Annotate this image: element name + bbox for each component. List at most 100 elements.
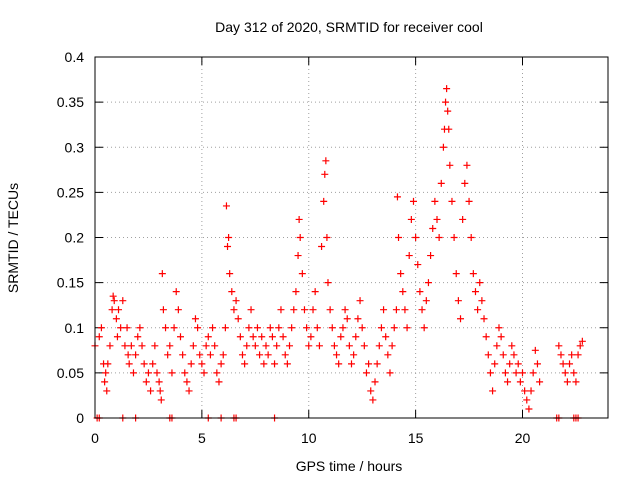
data-point bbox=[225, 234, 233, 241]
data-point bbox=[318, 243, 326, 251]
data-point bbox=[348, 360, 355, 368]
y-tick-label: 0.15 bbox=[57, 275, 84, 291]
data-point bbox=[181, 369, 189, 377]
x-tick-label: 20 bbox=[515, 430, 531, 446]
data-point bbox=[260, 360, 268, 368]
data-point bbox=[191, 315, 199, 323]
data-point bbox=[570, 369, 578, 377]
data-point bbox=[162, 324, 170, 332]
x-tick-label: 0 bbox=[91, 430, 99, 446]
data-point bbox=[525, 405, 533, 413]
data-point bbox=[224, 243, 232, 251]
data-point bbox=[360, 342, 368, 350]
x-axis-label: GPS time / hours bbox=[296, 458, 403, 474]
data-point bbox=[288, 324, 296, 332]
data-point bbox=[512, 369, 520, 377]
data-point bbox=[463, 161, 471, 169]
data-point bbox=[433, 215, 441, 223]
data-point bbox=[399, 288, 407, 296]
data-point bbox=[140, 360, 148, 368]
data-point bbox=[416, 288, 424, 296]
data-point bbox=[321, 170, 329, 178]
data-point bbox=[95, 333, 103, 341]
plot-frame bbox=[94, 56, 609, 419]
data-point bbox=[339, 324, 347, 332]
data-point bbox=[155, 378, 163, 386]
data-point bbox=[119, 297, 127, 305]
data-point bbox=[147, 387, 155, 395]
data-point bbox=[343, 315, 351, 323]
data-point bbox=[371, 378, 379, 386]
data-point bbox=[179, 351, 187, 359]
data-point bbox=[328, 324, 336, 332]
data-point bbox=[315, 342, 323, 350]
x-tick-label: 10 bbox=[301, 430, 317, 446]
x-tick-label: 15 bbox=[408, 430, 424, 446]
data-point bbox=[226, 270, 234, 278]
data-point bbox=[112, 315, 120, 323]
data-point bbox=[446, 161, 454, 169]
y-tick-label: 0 bbox=[76, 410, 84, 426]
data-point bbox=[523, 396, 531, 404]
data-point bbox=[106, 342, 114, 350]
data-point bbox=[356, 297, 364, 305]
data-point bbox=[159, 306, 167, 314]
data-point bbox=[572, 378, 580, 386]
data-point bbox=[211, 342, 219, 350]
data-point bbox=[164, 351, 172, 359]
data-point bbox=[420, 324, 428, 332]
data-point bbox=[266, 324, 274, 332]
data-point bbox=[253, 324, 261, 332]
data-point bbox=[439, 143, 447, 151]
data-point bbox=[127, 342, 135, 350]
data-point bbox=[506, 360, 514, 368]
data-point bbox=[101, 378, 109, 386]
data-point bbox=[292, 288, 300, 296]
y-tick-label: 0.05 bbox=[57, 365, 84, 381]
data-point bbox=[296, 234, 304, 241]
data-point bbox=[504, 378, 512, 386]
data-point bbox=[187, 360, 195, 368]
data-point bbox=[97, 324, 105, 332]
data-point bbox=[202, 342, 210, 350]
data-point bbox=[138, 342, 146, 350]
data-point bbox=[219, 351, 227, 359]
data-point bbox=[563, 378, 571, 386]
data-point bbox=[568, 351, 576, 359]
data-point bbox=[103, 387, 111, 395]
data-point bbox=[144, 369, 152, 377]
data-point bbox=[142, 378, 150, 386]
data-point bbox=[407, 215, 415, 223]
data-point bbox=[369, 396, 377, 404]
data-point bbox=[194, 324, 202, 332]
data-point bbox=[486, 369, 494, 377]
data-point bbox=[414, 261, 422, 269]
data-point bbox=[365, 360, 373, 368]
data-point bbox=[295, 215, 303, 223]
data-point bbox=[283, 360, 291, 368]
data-point bbox=[300, 306, 308, 314]
data-point bbox=[136, 324, 144, 332]
data-point bbox=[445, 125, 453, 133]
x-tick-labels: 0 5 10 15 20 bbox=[91, 430, 530, 446]
data-point bbox=[377, 324, 385, 332]
data-point bbox=[183, 378, 191, 386]
data-point bbox=[185, 387, 193, 395]
data-points bbox=[91, 85, 586, 422]
data-point bbox=[345, 342, 353, 350]
data-point bbox=[386, 369, 394, 377]
data-point bbox=[469, 270, 477, 278]
data-point bbox=[555, 342, 563, 350]
data-point bbox=[333, 351, 341, 359]
data-point bbox=[514, 360, 522, 368]
y-tick-label: 0.25 bbox=[57, 184, 84, 200]
data-point bbox=[457, 315, 465, 323]
data-point bbox=[529, 369, 537, 377]
y-tick-label: 0.2 bbox=[65, 230, 85, 246]
data-point bbox=[110, 297, 118, 305]
data-point bbox=[576, 342, 584, 350]
data-point bbox=[388, 342, 396, 350]
data-point bbox=[305, 342, 313, 350]
data-point bbox=[341, 306, 349, 314]
